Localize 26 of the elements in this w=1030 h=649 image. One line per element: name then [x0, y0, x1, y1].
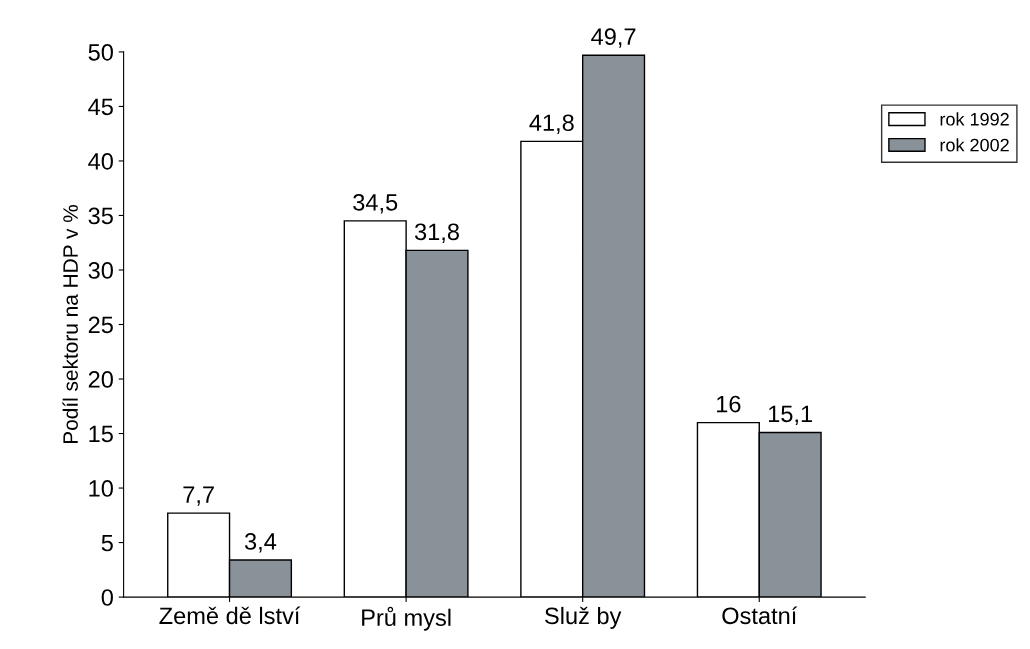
x-tick-label: Služ by — [545, 606, 622, 629]
y-tick-label: 10 — [89, 480, 113, 497]
data-label: 34,5 — [353, 193, 398, 214]
y-tick-label: 20 — [88, 371, 113, 388]
y-tick-label: 5 — [101, 534, 113, 552]
data-label: 41,8 — [529, 114, 574, 134]
y-tick-label: 0 — [101, 589, 113, 606]
data-label: 31,8 — [414, 223, 459, 243]
data-label: 3,4 — [244, 533, 277, 553]
y-tick-label: 40 — [88, 153, 113, 170]
y-tick-label: 15 — [89, 425, 113, 443]
data-label: 7,7 — [183, 486, 214, 506]
data-label: 16 — [717, 395, 741, 413]
legend-label: rok 2002 — [940, 138, 1009, 152]
x-tick-label: Prů mysl — [362, 606, 451, 631]
y-tick-label: 45 — [88, 98, 113, 116]
y-tick-label: 25 — [88, 316, 113, 334]
y-axis-title: Podíl sektoru na HDP v % — [62, 205, 78, 444]
y-tick-label: 30 — [88, 262, 113, 279]
data-label: 15,1 — [768, 405, 812, 426]
x-tick-label: Země dě lství — [159, 606, 301, 625]
legend-label: rok 1992 — [940, 112, 1009, 126]
y-tick-label: 35 — [88, 207, 113, 225]
data-label: 49,7 — [591, 28, 636, 48]
y-tick-label: 50 — [88, 43, 113, 61]
x-tick-label: Ostatní — [722, 606, 798, 625]
